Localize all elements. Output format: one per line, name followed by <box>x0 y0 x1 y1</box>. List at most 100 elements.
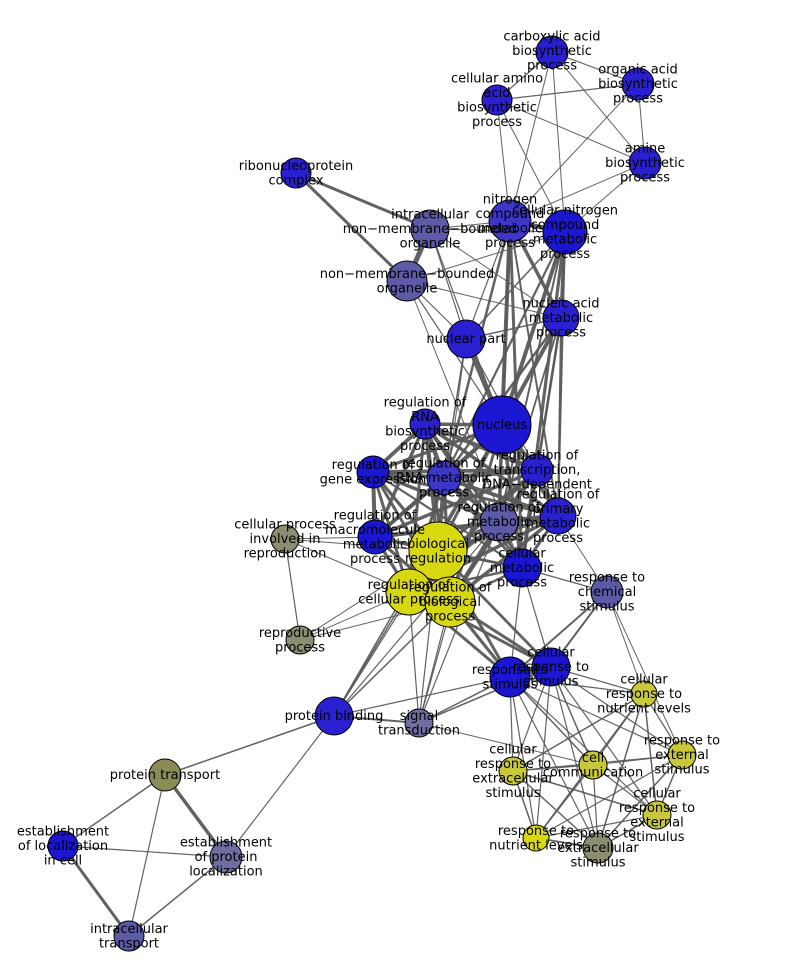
graph-node[interactable] <box>148 758 182 792</box>
graph-edge <box>424 421 538 473</box>
graph-node[interactable] <box>642 800 672 830</box>
graph-node[interactable] <box>280 157 312 189</box>
graph-node[interactable] <box>356 455 390 489</box>
graph-edge <box>418 666 552 724</box>
graph-node[interactable] <box>481 84 513 116</box>
graph-edge <box>496 83 639 101</box>
graph-node[interactable] <box>472 395 532 455</box>
graph-edge <box>509 676 645 695</box>
graph-edge <box>551 51 566 233</box>
graph-edge <box>550 666 658 816</box>
graph-node[interactable] <box>578 750 608 780</box>
graph-edge <box>535 814 658 839</box>
graph-edge <box>550 666 599 849</box>
graph-node[interactable] <box>47 830 79 862</box>
graph-edge <box>509 676 599 849</box>
graph-edge <box>429 228 562 319</box>
graph-node[interactable] <box>590 575 624 609</box>
graph-edge <box>509 51 553 222</box>
graph-node[interactable] <box>621 67 655 101</box>
edge-layer <box>61 51 683 937</box>
graph-edge <box>418 722 594 766</box>
graph-edge <box>509 676 537 839</box>
graph-node[interactable] <box>520 453 554 487</box>
graph-edge <box>551 51 646 164</box>
label-layer: carboxylic acid biosynthetic process organi… <box>17 29 720 951</box>
graph-node[interactable] <box>357 519 393 555</box>
node-layer <box>47 35 697 952</box>
graph-edge <box>418 424 503 724</box>
graph-edge <box>509 162 646 222</box>
graph-edge <box>128 774 166 937</box>
graph-edge <box>643 693 658 816</box>
graph-edge <box>512 770 599 849</box>
graph-node[interactable] <box>531 647 571 687</box>
graph-edge <box>606 591 645 695</box>
graph-edge <box>284 538 301 641</box>
graph-node[interactable] <box>502 548 542 588</box>
graph-node[interactable] <box>542 299 580 337</box>
graph-edge <box>333 676 511 717</box>
graph-node[interactable] <box>404 708 434 738</box>
graph-edge <box>557 317 562 517</box>
graph-edge <box>509 676 658 816</box>
graph-edge <box>443 476 559 518</box>
graph-edge <box>496 99 646 164</box>
graph-edge <box>62 845 227 858</box>
graph-edge <box>606 591 683 756</box>
graph-edge <box>509 676 683 756</box>
graph-edge <box>406 280 562 319</box>
graph-node[interactable] <box>630 680 658 708</box>
graph-edge <box>535 764 594 839</box>
graph-node[interactable] <box>498 756 528 786</box>
graph-edge <box>535 754 683 839</box>
graph-edge <box>373 423 427 538</box>
graph-node[interactable] <box>479 502 519 542</box>
graph-node[interactable] <box>628 146 662 180</box>
graph-node[interactable] <box>113 920 145 952</box>
graph-node[interactable] <box>522 824 550 852</box>
graph-edge <box>406 231 566 282</box>
graph-node[interactable] <box>385 568 433 616</box>
graph-edge <box>333 601 451 717</box>
graph-node[interactable] <box>582 832 614 864</box>
graph-node[interactable] <box>426 460 462 496</box>
graph-edge <box>509 591 608 678</box>
graph-node[interactable] <box>409 408 441 440</box>
graph-node[interactable] <box>488 199 532 243</box>
graph-edge <box>225 715 335 858</box>
graph-edge <box>294 171 409 283</box>
graph-node[interactable] <box>270 524 300 554</box>
graph-edge <box>508 220 524 569</box>
graph-edge <box>333 521 500 717</box>
graph-edge <box>500 231 567 426</box>
graph-edge <box>496 99 566 233</box>
graph-edge <box>164 715 335 776</box>
graph-node[interactable] <box>410 209 450 249</box>
graph-edge <box>597 693 645 849</box>
graph-edge <box>465 231 566 340</box>
graph-edge <box>62 774 166 847</box>
graph-node[interactable] <box>285 625 315 655</box>
graph-node[interactable] <box>539 497 577 535</box>
graph-node[interactable] <box>314 696 354 736</box>
graph-edge <box>509 83 639 222</box>
graph-node[interactable] <box>424 576 476 628</box>
graph-edge <box>512 693 645 772</box>
graph-edge <box>163 773 228 859</box>
graph-edge <box>512 770 658 816</box>
graph-edge <box>372 470 500 524</box>
graph-edge <box>443 231 566 479</box>
graph-edge <box>128 856 227 937</box>
graph-node[interactable] <box>667 740 697 770</box>
graph-node[interactable] <box>535 35 569 69</box>
graph-node[interactable] <box>386 260 428 302</box>
graph-node[interactable] <box>489 656 531 698</box>
graph-edge <box>372 470 559 518</box>
graph-edge <box>61 845 131 937</box>
graph-node[interactable] <box>209 840 243 874</box>
graph-node[interactable] <box>542 209 588 255</box>
graph-node[interactable] <box>446 319 486 359</box>
